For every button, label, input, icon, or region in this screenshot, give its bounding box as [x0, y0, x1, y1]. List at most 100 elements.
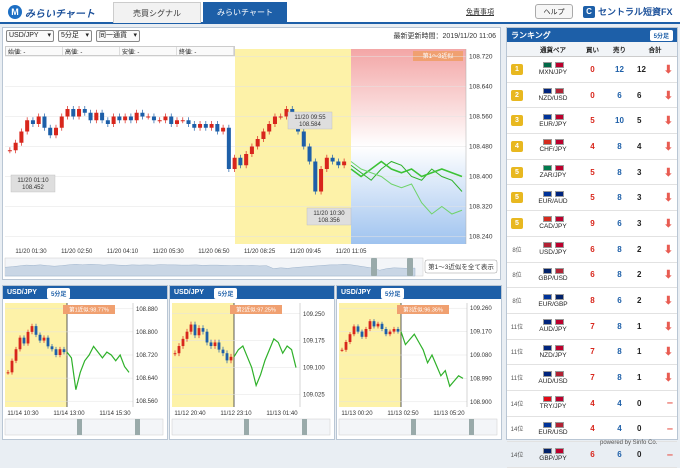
ranking-row[interactable]: 8位 EUR/GBP 8 6 2 ⬇ [507, 288, 677, 314]
flag-icon [554, 421, 564, 428]
logo-icon: M [8, 5, 22, 19]
candle [111, 116, 116, 124]
candle [38, 334, 42, 341]
candle [46, 337, 50, 347]
x-tick-label: 11/20 11:05 [336, 249, 367, 255]
ranking-row[interactable]: 8位 GBP/USD 6 8 2 ⬇ [507, 263, 677, 289]
total-cell: 5 ⬇ [633, 108, 677, 133]
total-cell: 3 ⬇ [633, 185, 677, 210]
pair-name: NZD/JPY [539, 351, 567, 359]
col-sell[interactable]: 売り [613, 47, 626, 54]
candle [229, 356, 233, 361]
ranking-row[interactable]: 1 MXN/JPY 0 12 12 ⬇ [507, 57, 677, 83]
candle [368, 321, 372, 329]
timeframe-select[interactable]: 5分足 [58, 30, 92, 42]
flag-icon [554, 190, 564, 197]
navigator [4, 418, 164, 436]
neutral-dash-icon: – [666, 448, 673, 461]
similar-panel-header: USD/JPY 5分足 [170, 286, 334, 299]
ranking-row[interactable]: 14位 GBP/JPY 6 6 0– [507, 442, 677, 468]
buy-count: 6 [590, 244, 595, 254]
panel-timeframe[interactable]: 5分足 [214, 288, 238, 299]
pair-name: EUR/JPY [539, 120, 567, 128]
total-cell: 4 ⬇ [633, 134, 677, 159]
main-chart[interactable]: 第1〜3近似 108.720 108.640 108.560 108.480 108.40… [3, 44, 500, 280]
ranking-row[interactable]: 8位 USD/JPY 6 8 2 ⬇ [507, 237, 677, 263]
total-count: 2 [637, 244, 642, 254]
col-total[interactable]: 合計 [648, 47, 662, 54]
candle [53, 127, 58, 136]
x-tick-label: 11/20 01:30 [15, 249, 47, 255]
crown-icon: 4 [511, 140, 523, 152]
candle [146, 116, 151, 118]
panel-timeframe[interactable]: 5分足 [381, 288, 405, 299]
rank-cell: 5 [507, 185, 527, 210]
ranking-row[interactable]: 5 EUR/AUD 5 8 3 ⬇ [507, 185, 677, 212]
down-arrow-icon: ⬇ [663, 372, 673, 385]
pair-cell: NZD/JPY [527, 340, 579, 365]
buy-count: 4 [590, 398, 595, 408]
candle [396, 329, 400, 332]
ranking-row[interactable]: 11位 AUD/JPY 7 8 1 ⬇ [507, 314, 677, 340]
candle [376, 323, 380, 327]
disclaimer-link[interactable]: 免責事項 [466, 9, 494, 16]
result-line [400, 331, 464, 388]
annotation-price: 108.356 [318, 218, 340, 224]
total-count: 2 [637, 270, 642, 280]
ranking-row[interactable]: 14位 TRY/JPY 4 4 0– [507, 391, 677, 417]
candle [71, 109, 76, 117]
sell-count: 8 [617, 270, 622, 280]
candle [356, 326, 360, 332]
ranking-row[interactable]: 5 ZAR/JPY 5 8 3 ⬇ [507, 160, 677, 186]
down-arrow-icon: ⬇ [663, 346, 673, 359]
help-button[interactable]: ヘルプ [535, 4, 573, 19]
down-arrow-icon: ⬇ [663, 243, 673, 256]
tab-trade-signal[interactable]: 売買シグナル [113, 2, 201, 23]
crown-icon: 1 [511, 63, 523, 75]
candle [217, 342, 221, 350]
ranking-row[interactable]: 5 CAD/JPY 9 6 3 ⬇ [507, 211, 677, 237]
candle [226, 127, 231, 169]
pair-cell: MXN/JPY [527, 57, 579, 82]
flag-icon [542, 139, 552, 146]
similar-label: 第3近似:96.36% [403, 306, 443, 314]
ranking-row[interactable]: 4 CHF/JPY 4 8 4 ⬇ [507, 134, 677, 160]
navigator-area [4, 264, 416, 277]
ranking-row[interactable]: 11位 NZD/JPY 7 8 1 ⬇ [507, 340, 677, 366]
candle [105, 120, 110, 124]
panel-timeframe[interactable]: 5分足 [47, 288, 71, 299]
sell-count: 6 [617, 90, 622, 100]
rank-label: 8位 [512, 273, 522, 280]
pair-select[interactable]: USD/JPY [6, 30, 54, 42]
ranking-row[interactable]: 2 NZD/USD 0 6 6 ⬇ [507, 83, 677, 109]
flag-pair [542, 396, 564, 403]
mode-select[interactable]: 同一通貨 [96, 30, 140, 42]
rank-cell: 8位 [507, 263, 527, 288]
col-buy[interactable]: 買い [586, 47, 599, 54]
similar-chart-3[interactable]: 109.260 109.170 109.080 108.990 108.900 第3近似:… [337, 299, 501, 439]
tab-mirai-chart[interactable]: みらいチャート [203, 2, 287, 23]
crown-icon: 5 [511, 217, 523, 229]
sell-count: 4 [617, 424, 622, 434]
candle [221, 127, 226, 132]
flag-icon [542, 447, 552, 454]
candle [284, 109, 289, 117]
last-updated: 最新更新時間：2019/11/20 11:06 [393, 33, 496, 40]
similar-chart-1[interactable]: 108.880 108.800 108.720 108.640 108.560 第1近似:… [3, 299, 167, 439]
col-pair[interactable]: 通貨ペア [540, 47, 566, 54]
candle [388, 331, 392, 335]
candle [100, 112, 105, 121]
app-logo[interactable]: M みらいチャート [8, 5, 95, 20]
ranking-row[interactable]: 11位 AUD/USD 7 8 1 ⬇ [507, 365, 677, 391]
buy-count: 0 [590, 64, 595, 74]
candle [177, 346, 181, 354]
ranking-row[interactable]: 3 EUR/JPY 5 10 5 ⬇ [507, 108, 677, 135]
ohlc-open: 始値: - [6, 47, 63, 56]
similar-chart-2[interactable]: 109.250 109.175 109.100 109.025 第2近似:97.25% 1… [170, 299, 334, 439]
pair-cell: EUR/AUD [527, 185, 579, 210]
total-count: 0 [637, 424, 642, 434]
ranking-timeframe[interactable]: 5分足 [649, 30, 673, 41]
y-tick-label: 108.400 [469, 174, 493, 181]
buy-count: 5 [590, 167, 595, 177]
ranking-row[interactable]: 14位 EUR/USD 4 4 0– [507, 417, 677, 443]
